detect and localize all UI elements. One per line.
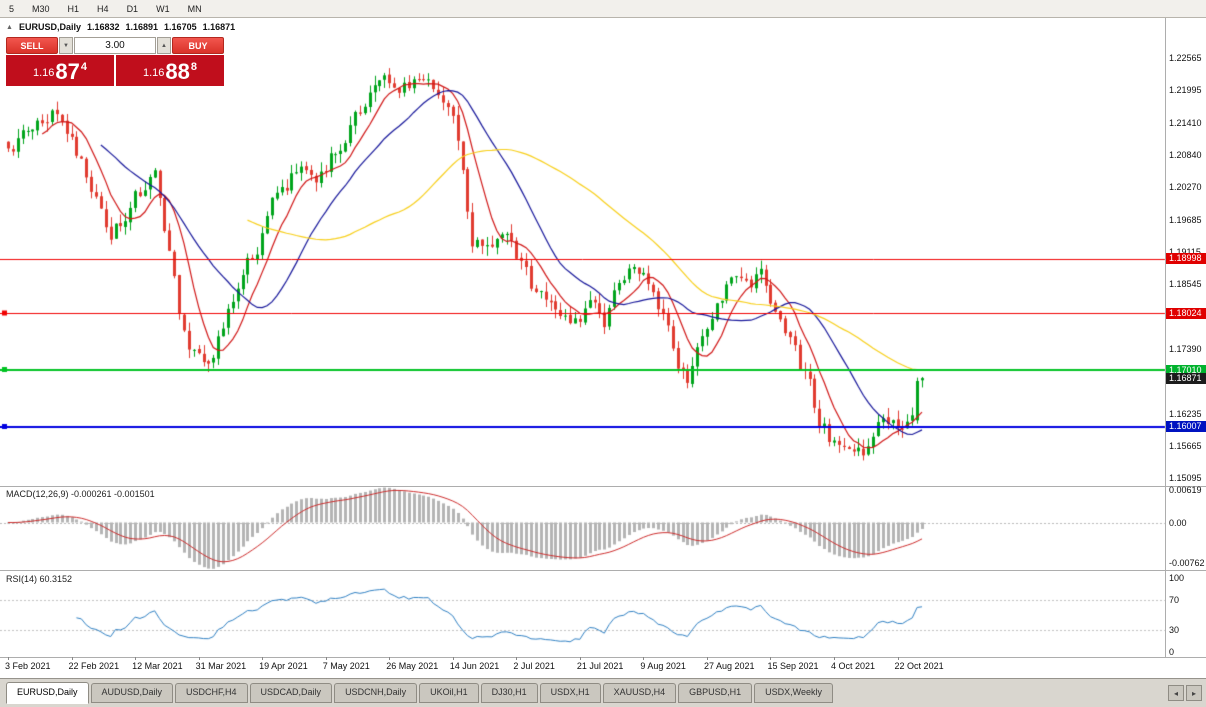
ohlc-close: 1.16871	[202, 22, 236, 32]
timeframe-toolbar: 5 M30 H1 H4 D1 W1 MN	[0, 0, 1206, 18]
chart-window-icon: ▲	[6, 23, 13, 31]
chart-tab-usdx-weekly[interactable]: USDX,Weekly	[754, 683, 834, 703]
chart-tabs: EURUSD,Daily AUDUSD,Daily USDCHF,H4 USDCAD,…	[0, 679, 1206, 707]
sell-price-pip: 4	[80, 61, 88, 73]
chart-tab-xauusd-h4[interactable]: XAUUSD,H4	[602, 683, 677, 703]
volume-increase-button[interactable]: ▲	[157, 37, 171, 54]
buy-price-display[interactable]: 1.16 88 8	[116, 55, 224, 86]
buy-price-prefix: 1.16	[142, 67, 165, 79]
trade-panel-controls: SELL ▼ ▲ BUY	[6, 37, 224, 54]
tabs-scroll-right-button[interactable]: ▸	[1186, 685, 1202, 701]
chart-tab-usdcnh-daily[interactable]: USDCNH,Daily	[334, 683, 418, 703]
date-axis-separator	[0, 657, 1206, 658]
chart-title: ▲ EURUSD,Daily 1.16832 1.16891 1.16705 1…	[6, 22, 235, 32]
ohlc-high: 1.16891	[125, 22, 159, 32]
timeframe-button-h1[interactable]: H1	[60, 1, 88, 17]
timeframe-button-h4[interactable]: H4	[89, 1, 117, 17]
buy-price-pip: 8	[190, 61, 198, 73]
chart-tab-ukoil-h1[interactable]: UKOil,H1	[419, 683, 479, 703]
sell-button[interactable]: SELL	[6, 37, 58, 54]
buy-price-big: 88	[165, 59, 190, 84]
rsi-indicator-label: RSI(14) 60.3152	[6, 574, 73, 584]
chart-tab-eurusd-daily[interactable]: EURUSD,Daily	[6, 682, 89, 704]
price-axis-separator	[1165, 18, 1166, 657]
timeframe-button-mn[interactable]: MN	[180, 1, 210, 17]
volume-down-icon: ▼	[63, 42, 69, 49]
macd-indicator-label: MACD(12,26,9) -0.000261 -0.001501	[6, 489, 155, 499]
sell-price-display[interactable]: 1.16 87 4	[6, 55, 114, 86]
trade-panel-prices: 1.16 87 4 1.16 88 8	[6, 55, 224, 86]
buy-button[interactable]: BUY	[172, 37, 224, 54]
ohlc-open: 1.16832	[86, 22, 120, 32]
chart-tab-usdx-h1[interactable]: USDX,H1	[539, 683, 601, 703]
volume-up-icon: ▲	[161, 42, 167, 49]
sell-price-prefix: 1.16	[32, 67, 55, 79]
tabs-scroll-left-button[interactable]: ◂	[1168, 685, 1184, 701]
chart-tab-dj30-h1[interactable]: DJ30,H1	[480, 683, 538, 703]
chart-tab-audusd-daily[interactable]: AUDUSD,Daily	[90, 683, 174, 703]
macd-panel-separator	[0, 486, 1206, 487]
chart-tab-usdchf-h4[interactable]: USDCHF,H4	[175, 683, 248, 703]
timeframe-button-w1[interactable]: W1	[148, 1, 178, 17]
chart-tab-gbpusd-h1[interactable]: GBPUSD,H1	[678, 683, 753, 703]
chart-tabs-bar: EURUSD,Daily AUDUSD,Daily USDCHF,H4 USDCAD,…	[0, 678, 1206, 707]
one-click-trade-panel: SELL ▼ ▲ BUY 1.16 87 4 1.16 88 8	[6, 37, 224, 86]
tabs-scroll-controls: ◂ ▸	[1168, 685, 1202, 701]
sell-price-big: 87	[55, 59, 80, 84]
ohlc-low: 1.16705	[164, 22, 197, 32]
chart-tab-usdcad-daily[interactable]: USDCAD,Daily	[249, 683, 333, 703]
volume-decrease-button[interactable]: ▼	[59, 37, 73, 54]
chart-symbol-period: EURUSD,Daily	[18, 22, 81, 32]
timeframe-button-d1[interactable]: D1	[119, 1, 147, 17]
timeframe-button-5[interactable]: 5	[1, 1, 22, 17]
rsi-panel-separator	[0, 570, 1206, 571]
volume-input[interactable]	[74, 37, 156, 54]
timeframe-button-m30[interactable]: M30	[24, 1, 58, 17]
